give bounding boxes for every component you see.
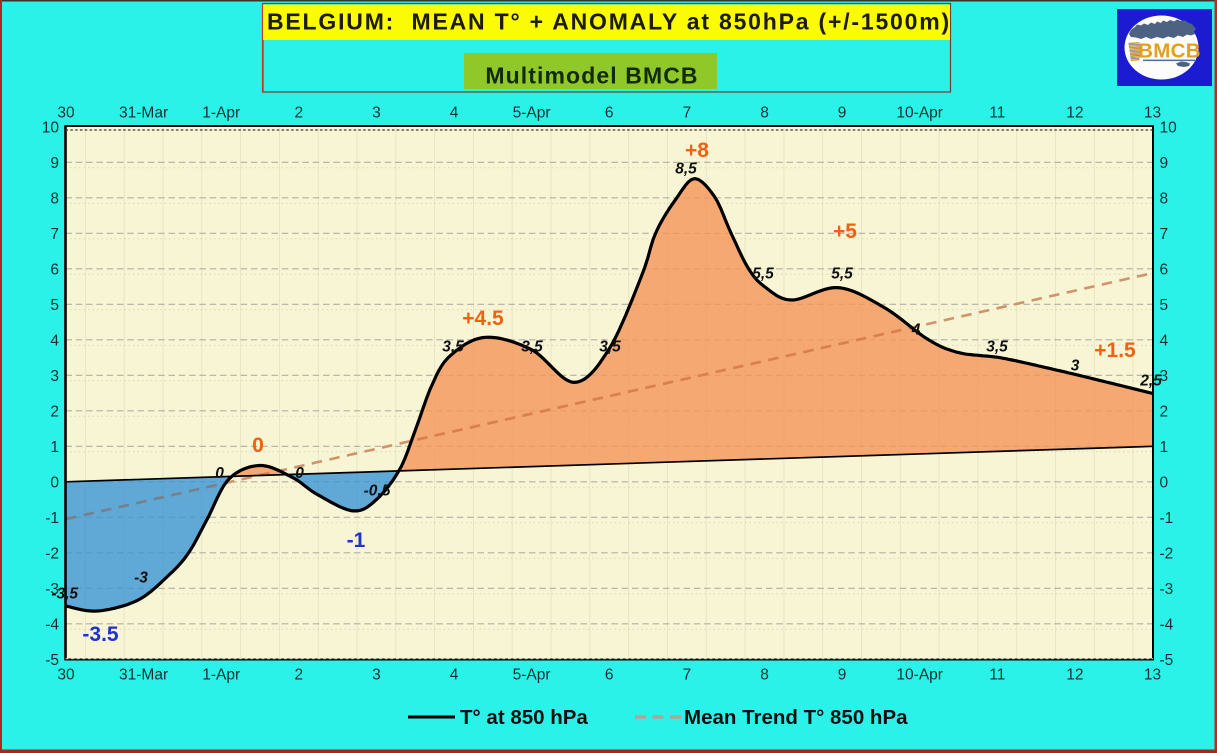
svg-text:4: 4 <box>1160 332 1169 349</box>
svg-text:12: 12 <box>1066 667 1083 684</box>
svg-text:10: 10 <box>42 119 60 136</box>
svg-text:6: 6 <box>605 105 614 122</box>
svg-text:4: 4 <box>450 105 459 122</box>
svg-text:3,5: 3,5 <box>986 339 1008 356</box>
svg-text:3,5: 3,5 <box>521 339 543 356</box>
svg-text:2,5: 2,5 <box>1139 373 1162 390</box>
svg-text:4: 4 <box>450 667 459 684</box>
svg-text:-2: -2 <box>1160 545 1174 562</box>
svg-text:BELGIUM: MEAN T° + ANOMALY at: BELGIUM: MEAN T° + ANOMALY at 850hPa (+/… <box>267 9 951 35</box>
svg-text:4: 4 <box>50 332 59 349</box>
svg-text:0: 0 <box>295 465 304 482</box>
svg-text:12: 12 <box>1066 105 1083 122</box>
svg-text:10-Apr: 10-Apr <box>896 105 943 122</box>
svg-text:2: 2 <box>294 105 303 122</box>
svg-text:10-Apr: 10-Apr <box>896 667 943 684</box>
svg-text:3: 3 <box>50 368 59 385</box>
svg-text:6: 6 <box>1160 261 1169 278</box>
svg-text:7: 7 <box>683 667 692 684</box>
svg-text:5: 5 <box>1160 297 1169 314</box>
svg-text:7: 7 <box>50 226 59 243</box>
svg-text:-1: -1 <box>1160 510 1174 527</box>
svg-text:-3: -3 <box>45 581 59 598</box>
svg-text:5,5: 5,5 <box>752 266 774 283</box>
svg-text:31-Mar: 31-Mar <box>119 105 168 122</box>
svg-text:-1: -1 <box>45 510 59 527</box>
svg-text:10: 10 <box>1160 119 1178 136</box>
svg-text:13: 13 <box>1144 667 1161 684</box>
svg-text:9: 9 <box>838 667 847 684</box>
svg-text:-4: -4 <box>45 616 59 633</box>
svg-text:0: 0 <box>252 434 264 457</box>
svg-text:0: 0 <box>215 465 224 482</box>
svg-text:1-Apr: 1-Apr <box>202 105 240 122</box>
svg-text:T° at 850 hPa: T° at 850 hPa <box>460 706 588 729</box>
svg-text:3,5: 3,5 <box>442 339 464 356</box>
svg-text:-1: -1 <box>347 529 366 552</box>
svg-text:4: 4 <box>911 322 921 339</box>
svg-text:5-Apr: 5-Apr <box>513 667 551 684</box>
svg-text:11: 11 <box>989 105 1005 122</box>
svg-text:8,5: 8,5 <box>675 161 697 178</box>
svg-text:9: 9 <box>1160 155 1169 172</box>
svg-text:-3,5: -3,5 <box>51 586 78 603</box>
svg-text:1-Apr: 1-Apr <box>202 667 240 684</box>
svg-text:30: 30 <box>57 667 75 684</box>
svg-text:2: 2 <box>1160 403 1169 420</box>
svg-text:8: 8 <box>760 667 769 684</box>
svg-text:9: 9 <box>838 105 847 122</box>
svg-text:1: 1 <box>1160 439 1169 456</box>
svg-text:-0,5: -0,5 <box>364 483 391 500</box>
svg-text:8: 8 <box>1160 190 1169 207</box>
svg-text:5-Apr: 5-Apr <box>513 105 551 122</box>
svg-text:-5: -5 <box>45 652 59 669</box>
svg-text:31-Mar: 31-Mar <box>119 667 168 684</box>
svg-text:2: 2 <box>50 403 59 420</box>
svg-text:3: 3 <box>1160 368 1169 385</box>
svg-text:Multimodel BMCB: Multimodel BMCB <box>485 63 698 89</box>
svg-text:6: 6 <box>605 667 614 684</box>
svg-text:0: 0 <box>1160 474 1169 491</box>
svg-text:-2: -2 <box>45 545 59 562</box>
svg-text:-3.5: -3.5 <box>82 623 119 646</box>
svg-text:9: 9 <box>50 155 59 172</box>
svg-text:Mean Trend T° 850 hPa: Mean Trend T° 850 hPa <box>684 706 908 729</box>
svg-text:+5: +5 <box>833 220 857 243</box>
svg-text:3: 3 <box>372 105 381 122</box>
svg-text:0: 0 <box>50 474 59 491</box>
svg-text:13: 13 <box>1144 105 1161 122</box>
svg-text:7: 7 <box>683 105 692 122</box>
svg-text:-5: -5 <box>1160 652 1174 669</box>
svg-text:-3: -3 <box>1160 581 1174 598</box>
svg-text:-4: -4 <box>1160 616 1174 633</box>
svg-text:7: 7 <box>1160 226 1169 243</box>
svg-text:2: 2 <box>294 667 303 684</box>
svg-text:3: 3 <box>372 667 381 684</box>
svg-text:3,5: 3,5 <box>599 339 621 356</box>
svg-text:6: 6 <box>50 261 59 278</box>
svg-text:+8: +8 <box>685 139 709 162</box>
svg-text:11: 11 <box>989 667 1005 684</box>
svg-text:1: 1 <box>50 439 59 456</box>
svg-text:+1.5: +1.5 <box>1094 339 1136 362</box>
svg-text:30: 30 <box>57 105 75 122</box>
svg-text:3: 3 <box>1071 358 1080 375</box>
svg-text:+4.5: +4.5 <box>462 307 504 330</box>
svg-text:8: 8 <box>760 105 769 122</box>
svg-text:5: 5 <box>50 297 59 314</box>
svg-text:8: 8 <box>50 190 59 207</box>
svg-text:-3: -3 <box>134 570 148 587</box>
svg-text:5,5: 5,5 <box>831 266 853 283</box>
svg-text:BMCB: BMCB <box>1138 40 1201 63</box>
